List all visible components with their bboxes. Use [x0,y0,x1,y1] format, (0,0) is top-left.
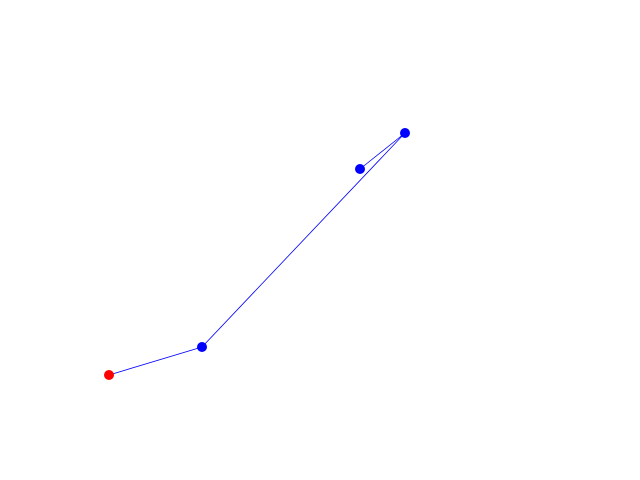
point [104,370,114,380]
point [197,342,207,352]
polyline [108,132,406,376]
point [355,164,365,174]
point [400,128,410,138]
